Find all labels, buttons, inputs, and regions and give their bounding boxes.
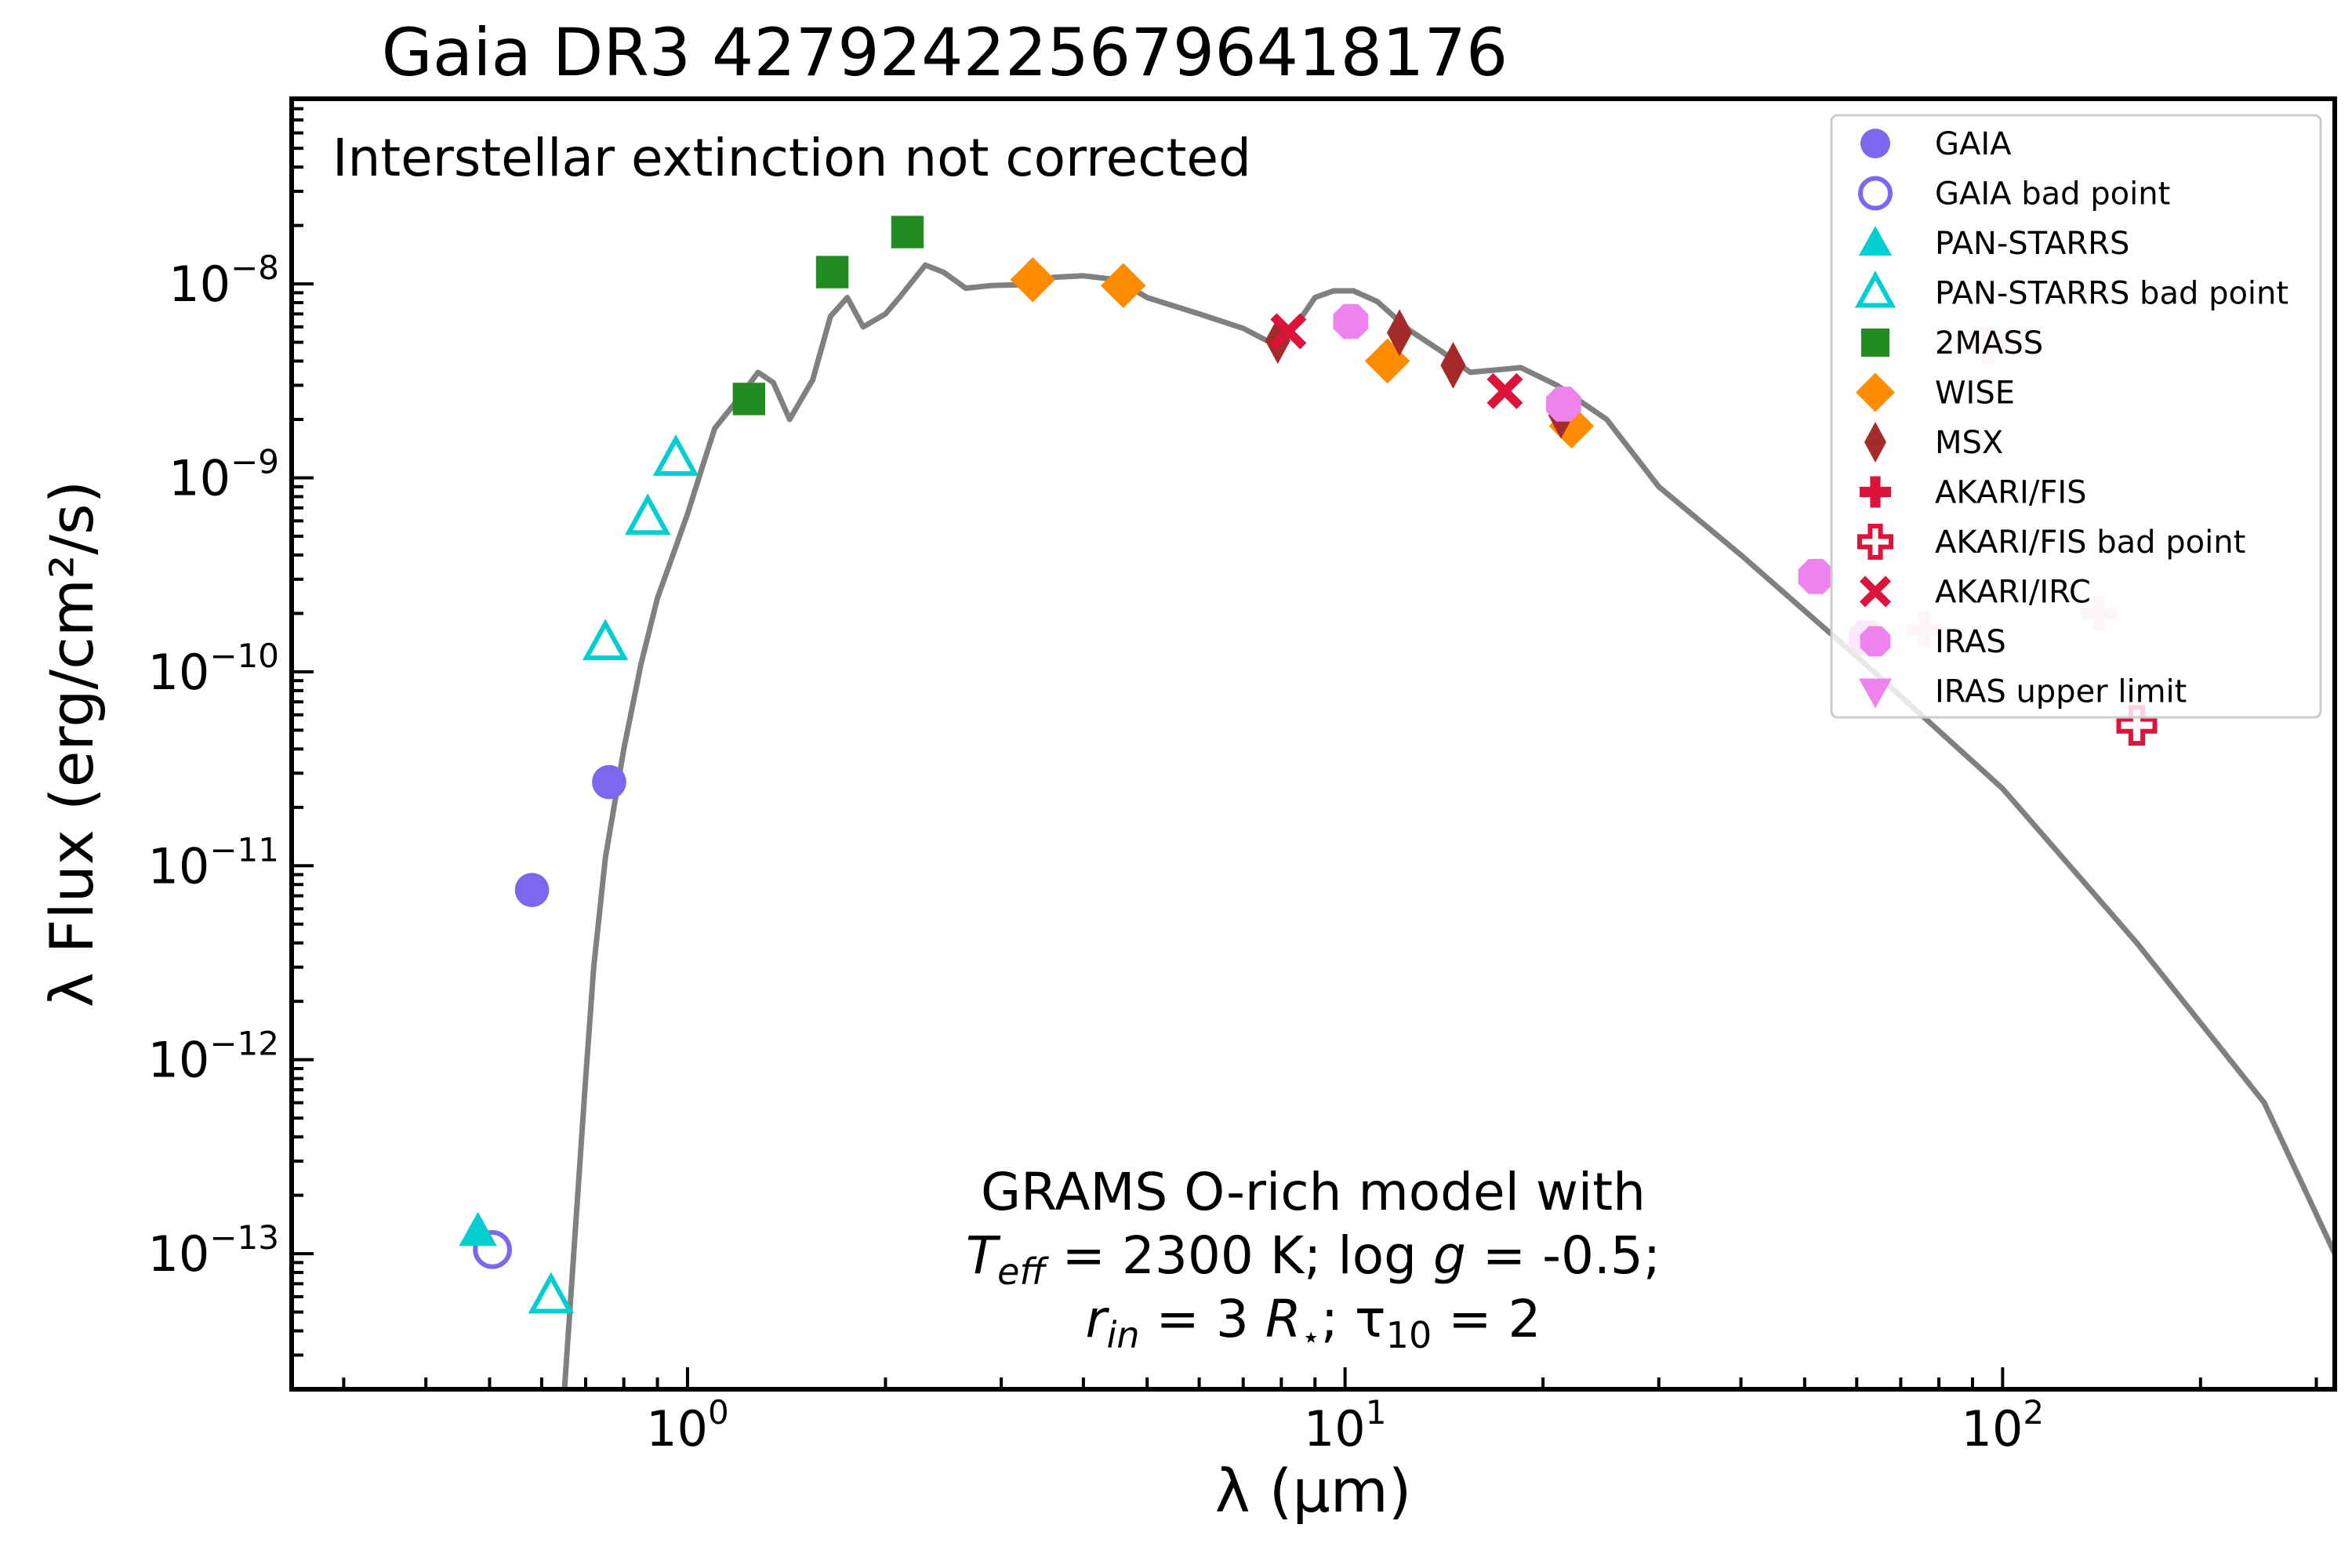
axis-ticks: 100 101 102 10−13 10−12 10−11 10−10 10−9 10−8: [147, 107, 2318, 1457]
point-wise: [1101, 263, 1146, 308]
legend-label-akari-irc: AKARI/IRC: [1935, 575, 2091, 611]
legend: GAIA GAIA bad point PAN-STARRS PAN-STARRS b…: [1830, 114, 2322, 719]
legend-box: [1830, 114, 2322, 719]
legend-marker-2mass: [1861, 328, 1889, 357]
y-tick-label: 10−10: [147, 637, 279, 701]
y-tick-label: 10−13: [147, 1218, 279, 1283]
x-tick-label: 102: [1962, 1393, 2045, 1457]
point-msx: [1387, 309, 1413, 357]
point-gaia: [514, 873, 550, 908]
point-iras: [1546, 387, 1581, 422]
point-2mass: [732, 383, 765, 416]
y-tick-label: 10−11: [147, 830, 279, 895]
legend-marker-akari-fis: [1860, 476, 1891, 508]
point-msx: [1440, 342, 1466, 389]
point-pan-starrs-bad-point: [582, 619, 629, 661]
legend-label-akari-fis: AKARI/FIS: [1935, 475, 2087, 511]
legend-marker-gaia: [1860, 129, 1890, 158]
point-akari-irc: [1270, 313, 1307, 350]
point-2mass: [815, 256, 849, 289]
point-pan-starrs-bad-point: [652, 434, 699, 476]
legend-label-msx: MSX: [1935, 425, 2003, 461]
legend-label-pan-starrs: PAN-STARRS: [1935, 226, 2129, 262]
legend-marker-iras: [1860, 626, 1891, 657]
point-2mass: [891, 216, 924, 249]
legend-marker-pan-starrs: [1859, 226, 1892, 256]
x-tick-label: 100: [646, 1393, 729, 1457]
legend-marker-iras-upper-limit: [1859, 678, 1892, 709]
legend-marker-gaia-bad-point: [1858, 176, 1893, 211]
point-pan-starrs-bad-point: [625, 493, 671, 535]
legend-label-iras: IRAS: [1935, 624, 2006, 660]
x-axis-label: λ (μm): [1215, 1456, 1412, 1526]
model-line-2: Teff = 2300 K; log g = -0.5;: [966, 1225, 1661, 1293]
legend-marker-msx: [1864, 422, 1886, 463]
y-tick-label: 10−9: [169, 442, 279, 506]
point-pan-starrs-bad-point: [528, 1272, 575, 1314]
legend-label-iras-upper-limit: IRAS upper limit: [1935, 674, 2187, 710]
model-parameters-annotation: GRAMS O-rich model with Teff = 2300 K; l…: [966, 1162, 1661, 1356]
model-line-1: GRAMS O-rich model with: [981, 1162, 1646, 1222]
legend-marker-pan-starrs-bad-point: [1854, 270, 1896, 308]
model-line-3: rin = 3 R⋆; τ10 = 2: [1086, 1289, 1541, 1356]
point-pan-starrs: [459, 1211, 497, 1247]
point-gaia: [592, 764, 626, 800]
legend-marker-akari-irc: [1860, 575, 1891, 608]
legend-label-pan-starrs-bad-point: PAN-STARRS bad point: [1935, 276, 2288, 312]
legend-label-gaia-bad-point: GAIA bad point: [1935, 176, 2170, 212]
legend-label-wise: WISE: [1935, 376, 2015, 412]
legend-label-gaia: GAIA: [1935, 126, 2012, 162]
point-iras: [1333, 303, 1369, 339]
point-iras: [1798, 559, 1834, 594]
plot-frame: [289, 96, 2337, 1392]
chart-title: Gaia DR3 4279242256796418176: [382, 14, 1508, 91]
legend-label-2mass: 2MASS: [1935, 325, 2043, 361]
point-akari-irc: [1486, 372, 1523, 409]
extinction-note: Interstellar extinction not corrected: [332, 128, 1251, 188]
legend-marker-wise: [1856, 372, 1895, 412]
y-tick-label: 10−12: [147, 1025, 279, 1089]
y-tick-label: 10−8: [169, 249, 279, 313]
x-tick-label: 101: [1304, 1393, 1387, 1457]
data-points-layer: [459, 216, 2158, 1314]
point-akari-fis-bad-point: [2116, 705, 2158, 746]
legend-label-akari-fis-bad-point: AKARI/FIS bad point: [1935, 524, 2245, 561]
y-axis-label: λ Flux (erg/cm²/s): [37, 481, 107, 1008]
legend-marker-akari-fis-bad-point: [1857, 524, 1893, 560]
point-wise: [1010, 257, 1055, 303]
